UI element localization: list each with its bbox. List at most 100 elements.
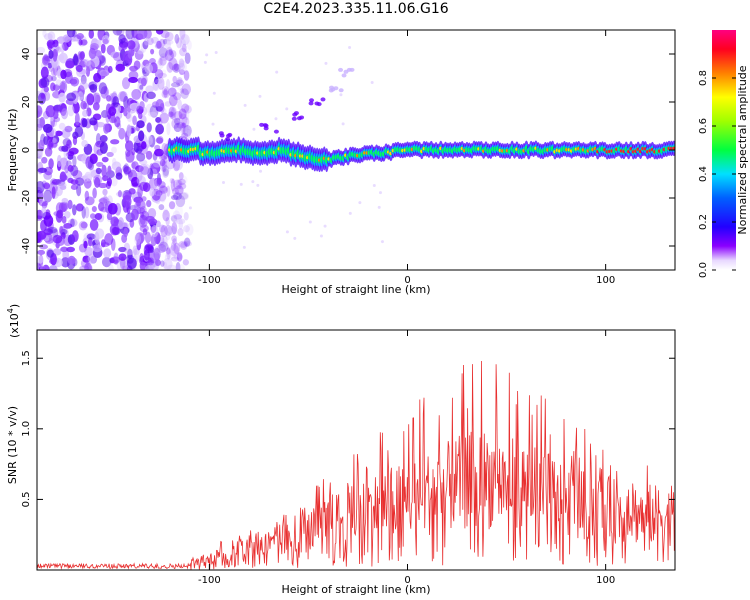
noise-blob xyxy=(167,89,173,102)
noise-blob xyxy=(179,69,185,75)
noise-blob xyxy=(89,42,99,51)
noise-blob xyxy=(125,150,135,163)
noise-blob xyxy=(161,159,167,173)
noise-blob xyxy=(175,204,183,218)
noise-blob xyxy=(51,75,57,82)
noise-blob xyxy=(178,178,186,186)
noise-blob xyxy=(37,123,43,132)
noise-blob xyxy=(178,113,188,126)
noise-blob xyxy=(169,111,176,119)
noise-blob xyxy=(74,112,80,126)
noise-blob xyxy=(123,166,132,175)
sideband-blob xyxy=(227,132,233,137)
colorbar-tick-label: 0.8 xyxy=(698,70,709,86)
noise-blob xyxy=(181,132,189,139)
noise-blob xyxy=(165,231,171,241)
noise-blob xyxy=(106,95,112,102)
noise-blob xyxy=(66,246,75,253)
noise-blob xyxy=(136,105,142,115)
noise-blob xyxy=(101,256,112,268)
noise-blob xyxy=(110,238,116,252)
faint-dot xyxy=(370,81,374,85)
noise-blob xyxy=(156,40,162,49)
noise-blob xyxy=(118,246,127,253)
noise-blob xyxy=(47,226,58,234)
noise-blob xyxy=(172,63,181,73)
noise-blob xyxy=(55,79,62,87)
noise-blob xyxy=(106,212,113,221)
noise-blob xyxy=(106,177,112,187)
faint-dot xyxy=(214,51,218,55)
colorbar-tick-label: 0.6 xyxy=(698,118,709,134)
noise-blob xyxy=(81,118,88,128)
sideband-blob xyxy=(259,122,265,127)
noise-blob xyxy=(177,228,184,237)
noise-blob xyxy=(170,241,177,251)
noise-blob xyxy=(151,101,160,109)
noise-blob xyxy=(62,158,67,165)
noise-blob xyxy=(145,243,153,251)
colorbar-tick-label: 0.4 xyxy=(698,166,709,182)
noise-blob xyxy=(56,154,62,167)
noise-blob xyxy=(161,89,170,99)
noise-blob xyxy=(37,230,47,240)
noise-blob xyxy=(160,69,167,76)
noise-blob xyxy=(102,188,108,196)
noise-blob xyxy=(151,79,161,92)
noise-blob xyxy=(171,235,177,242)
noise-blob xyxy=(112,157,117,166)
noise-blob xyxy=(102,175,109,182)
noise-blob xyxy=(42,30,47,38)
noise-blob xyxy=(81,139,88,148)
faint-dot xyxy=(372,184,376,188)
noise-blob xyxy=(163,261,168,270)
noise-blob xyxy=(111,226,120,235)
spectrogram-panel: -100 0 100 -40 -20 0 20 40 Height of straight … xyxy=(6,29,676,296)
noise-blob xyxy=(132,115,137,126)
faint-dot xyxy=(275,70,279,74)
noise-blob xyxy=(107,202,118,215)
noise-blob xyxy=(166,264,177,270)
noise-blob xyxy=(146,122,152,133)
noise-blob xyxy=(44,166,53,176)
noise-blob xyxy=(140,141,147,150)
noise-blob xyxy=(67,150,75,157)
noise-blob xyxy=(168,111,174,118)
noise-blob xyxy=(47,31,56,41)
noise-blob xyxy=(59,225,64,234)
noise-blob xyxy=(173,253,183,260)
faint-dot xyxy=(258,94,262,98)
noise-blob xyxy=(168,94,178,107)
noise-blob xyxy=(178,108,187,120)
noise-blob xyxy=(164,39,174,45)
noise-blob xyxy=(118,253,127,261)
noise-blob xyxy=(162,209,170,222)
noise-blob xyxy=(41,156,48,164)
spectrogram-y-tick-label: 40 xyxy=(21,48,32,61)
noise-blob xyxy=(85,60,96,72)
noise-blob xyxy=(111,161,122,171)
noise-blob xyxy=(47,139,52,151)
noise-blob xyxy=(155,259,161,266)
noise-blob xyxy=(42,123,53,133)
noise-blob xyxy=(162,108,167,116)
noise-blob xyxy=(167,87,177,97)
noise-blob xyxy=(178,58,185,68)
noise-blob xyxy=(177,99,182,110)
noise-blob xyxy=(135,232,145,244)
noise-blob xyxy=(179,192,189,200)
noise-blob xyxy=(145,85,154,93)
noise-blob xyxy=(48,265,58,270)
snr-x-tick-label: 0 xyxy=(404,575,410,586)
noise-blob xyxy=(61,197,69,204)
noise-blob xyxy=(151,36,159,44)
faint-dot xyxy=(293,236,297,240)
faint-dot xyxy=(377,205,381,209)
carrier-peak xyxy=(672,146,675,150)
noise-blob xyxy=(169,177,175,184)
noise-blob xyxy=(92,187,97,199)
snr-y-axis-label: SNR (10 * v/v) xyxy=(6,406,19,484)
faint-dot xyxy=(242,245,246,249)
noise-blob xyxy=(134,233,142,246)
noise-blob xyxy=(101,156,109,163)
